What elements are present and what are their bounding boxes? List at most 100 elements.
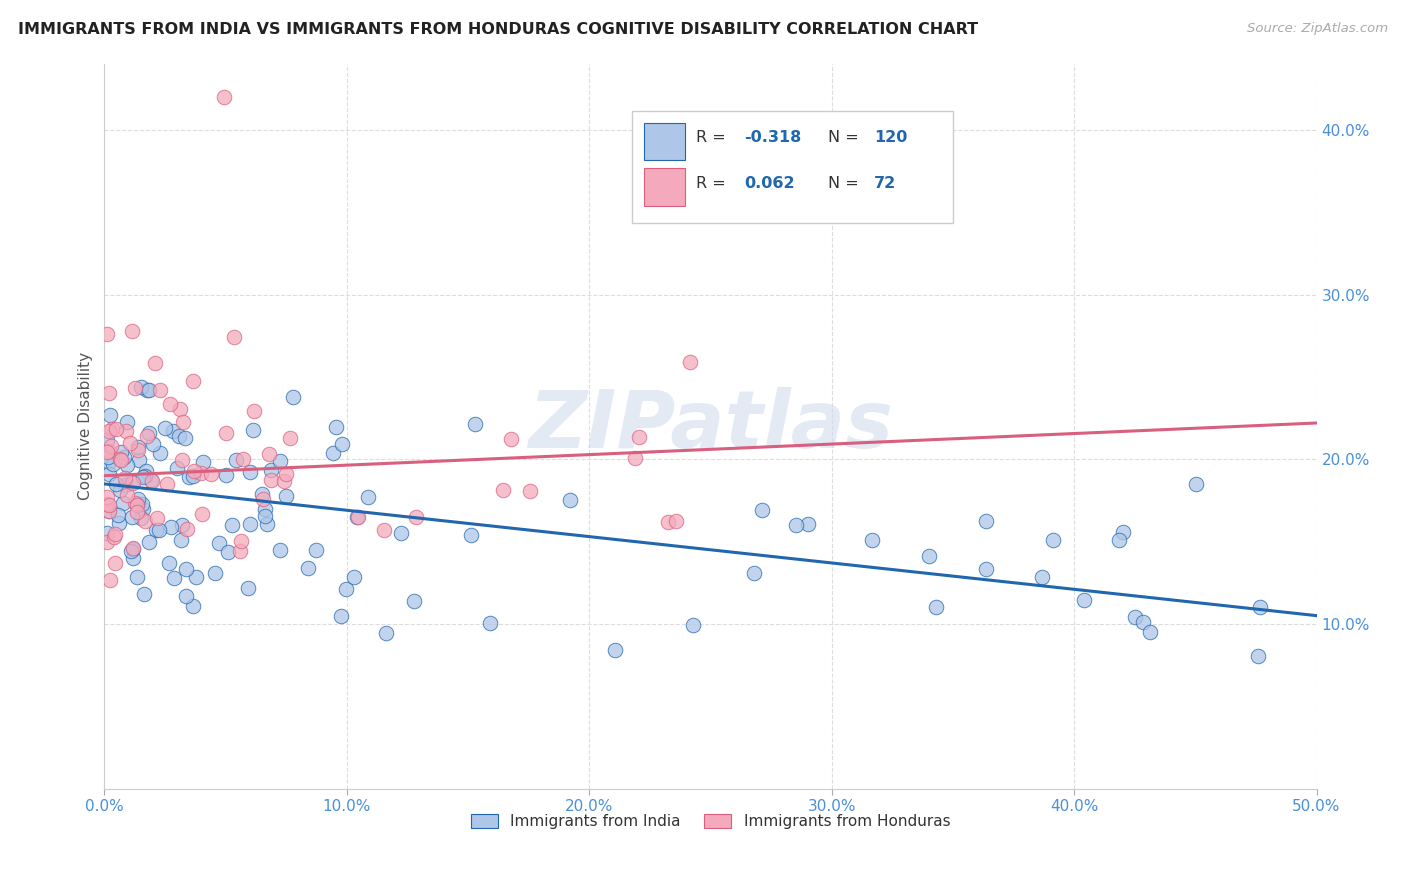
Point: [96, 490, 118, 504]
Point: [170, 533, 193, 547]
Point: [97, 504, 120, 518]
Point: [373, 523, 395, 537]
Point: [96, 445, 118, 459]
Point: [184, 570, 207, 584]
Point: [389, 526, 412, 541]
Point: [136, 428, 159, 442]
Point: [112, 450, 135, 465]
Point: [169, 402, 191, 417]
Point: [128, 452, 150, 467]
Point: [124, 496, 146, 510]
Point: [132, 587, 155, 601]
Point: [250, 487, 273, 501]
Text: N =: N =: [828, 176, 863, 191]
Point: [657, 516, 679, 530]
Point: [120, 436, 142, 450]
Point: [129, 511, 152, 525]
Point: [97, 424, 120, 438]
Point: [98, 455, 121, 469]
Point: [222, 330, 245, 344]
Point: [142, 437, 165, 451]
Point: [335, 582, 357, 596]
Point: [278, 431, 301, 445]
Text: ZIPatlas: ZIPatlas: [529, 387, 893, 466]
Point: [325, 420, 347, 434]
Point: [181, 469, 204, 483]
Point: [148, 523, 170, 537]
Point: [104, 556, 127, 570]
Point: [243, 404, 266, 418]
Point: [134, 514, 156, 528]
Point: [208, 536, 231, 550]
Point: [135, 464, 157, 478]
Point: [402, 593, 425, 607]
FancyBboxPatch shape: [631, 112, 953, 223]
Point: [560, 493, 582, 508]
Point: [148, 384, 170, 398]
Point: [236, 581, 259, 595]
Point: [108, 516, 131, 530]
Point: [281, 390, 304, 404]
Point: [925, 600, 948, 615]
Text: 0.062: 0.062: [744, 176, 794, 191]
Text: IMMIGRANTS FROM INDIA VS IMMIGRANTS FROM HONDURAS COGNITIVE DISABILITY CORRELATI: IMMIGRANTS FROM INDIA VS IMMIGRANTS FROM…: [18, 22, 979, 37]
Point: [269, 454, 291, 468]
Point: [259, 463, 281, 477]
Point: [114, 478, 136, 492]
Point: [141, 473, 163, 487]
Point: [460, 528, 482, 542]
Point: [131, 497, 153, 511]
Point: [134, 469, 156, 483]
Point: [110, 483, 132, 497]
Point: [125, 497, 148, 511]
Point: [682, 618, 704, 632]
Point: [191, 455, 214, 469]
Point: [125, 570, 148, 584]
Point: [143, 356, 166, 370]
Point: [297, 560, 319, 574]
Point: [96, 525, 118, 540]
Point: [274, 467, 297, 482]
Point: [519, 484, 541, 499]
Point: [405, 509, 427, 524]
Text: Source: ZipAtlas.com: Source: ZipAtlas.com: [1247, 22, 1388, 36]
Point: [1246, 648, 1268, 663]
Point: [239, 517, 262, 532]
Point: [124, 381, 146, 395]
Point: [96, 327, 118, 342]
Point: [232, 451, 254, 466]
Point: [346, 509, 368, 524]
Point: [627, 429, 650, 443]
Point: [225, 453, 247, 467]
Text: 72: 72: [875, 176, 897, 191]
Point: [785, 517, 807, 532]
Point: [115, 458, 138, 472]
Point: [115, 488, 138, 502]
Point: [215, 425, 238, 440]
Point: [603, 642, 626, 657]
Point: [204, 566, 226, 580]
Point: [176, 522, 198, 536]
Point: [96, 534, 118, 549]
Point: [217, 544, 239, 558]
Point: [1132, 615, 1154, 630]
Point: [273, 474, 295, 488]
Point: [98, 574, 121, 588]
Point: [256, 516, 278, 531]
Point: [162, 424, 184, 438]
Legend: Immigrants from India, Immigrants from Honduras: Immigrants from India, Immigrants from H…: [464, 807, 956, 835]
Point: [1112, 525, 1135, 540]
Point: [138, 535, 160, 549]
Point: [110, 445, 132, 459]
Point: [97, 450, 120, 464]
Point: [1139, 624, 1161, 639]
Point: [231, 533, 253, 548]
Point: [478, 615, 501, 630]
Point: [160, 520, 183, 534]
Point: [501, 432, 523, 446]
Point: [120, 544, 142, 558]
Point: [229, 544, 252, 558]
Point: [191, 507, 214, 521]
Point: [138, 426, 160, 441]
Point: [322, 446, 344, 460]
